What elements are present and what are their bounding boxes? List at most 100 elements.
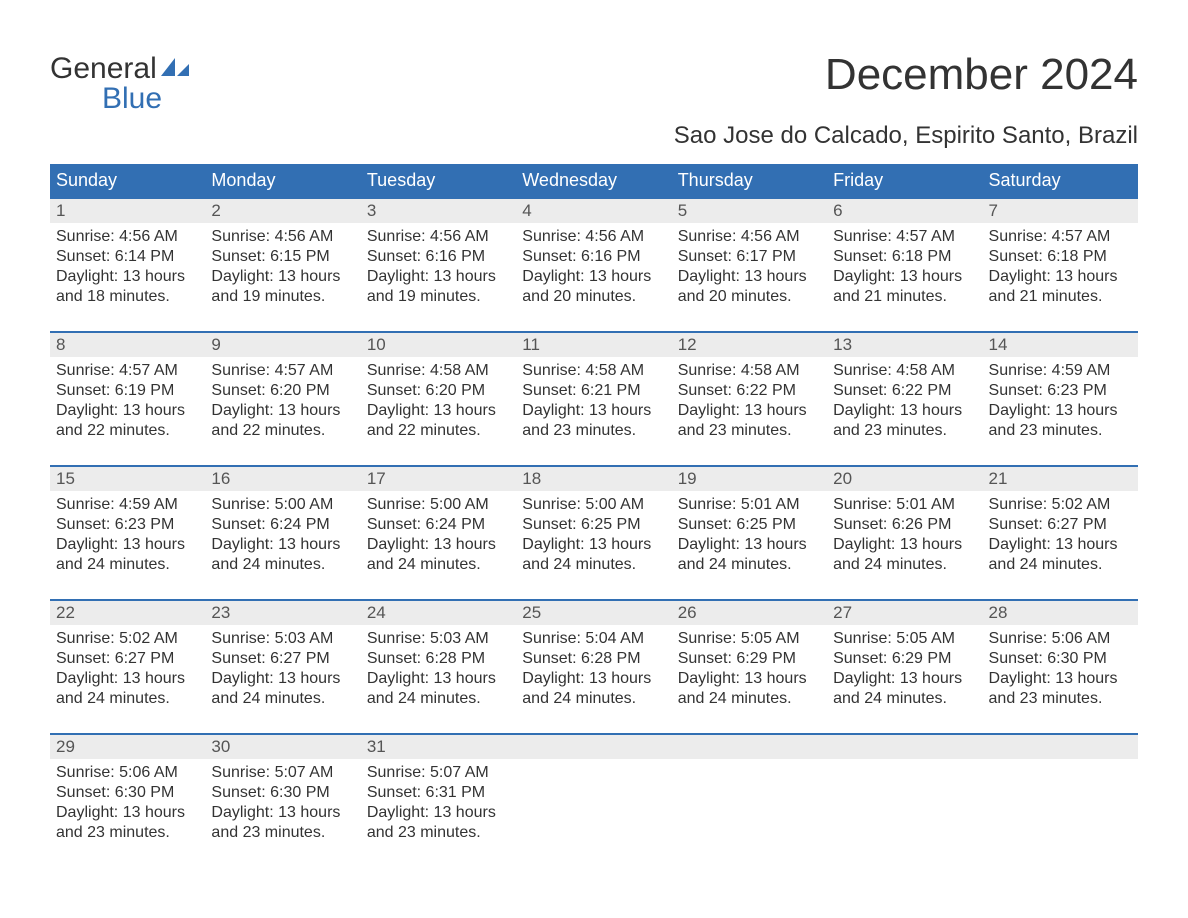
sunrise-value: 5:03 AM <box>430 630 489 647</box>
sunset-label: Sunset: <box>211 650 270 667</box>
sunrise-label: Sunrise: <box>678 362 741 379</box>
sunrise-value: 5:01 AM <box>896 496 955 513</box>
day-number: 30 <box>205 735 360 759</box>
sunset-value: 6:29 PM <box>736 650 796 667</box>
calendar-day: 8Sunrise: 4:57 AMSunset: 6:19 PMDaylight… <box>50 333 205 445</box>
daylight-label: Daylight: <box>678 670 745 687</box>
day-number: 28 <box>983 601 1138 625</box>
daylight-label: Daylight: <box>56 804 123 821</box>
sunset-line: Sunset: 6:17 PM <box>678 247 821 267</box>
sunset-label: Sunset: <box>367 784 426 801</box>
sunrise-line: Sunrise: 4:56 AM <box>678 227 821 247</box>
sunset-line: Sunset: 6:20 PM <box>211 381 354 401</box>
sunrise-value: 4:58 AM <box>741 362 800 379</box>
sunrise-label: Sunrise: <box>989 228 1052 245</box>
sunrise-label: Sunrise: <box>367 228 430 245</box>
sunrise-label: Sunrise: <box>678 228 741 245</box>
sunrise-line: Sunrise: 5:01 AM <box>678 495 821 515</box>
daylight-line: Daylight: 13 hours and 24 minutes. <box>56 669 199 709</box>
sunset-value: 6:23 PM <box>1047 382 1107 399</box>
sunrise-line: Sunrise: 5:06 AM <box>989 629 1132 649</box>
day-number: 24 <box>361 601 516 625</box>
sunrise-label: Sunrise: <box>367 496 430 513</box>
daylight-line: Daylight: 13 hours and 21 minutes. <box>833 267 976 307</box>
daylight-label: Daylight: <box>678 536 745 553</box>
sunrise-value: 4:57 AM <box>1052 228 1111 245</box>
day-body: Sunrise: 5:07 AMSunset: 6:31 PMDaylight:… <box>361 759 516 847</box>
day-number: 6 <box>827 199 982 223</box>
sunset-label: Sunset: <box>678 248 737 265</box>
day-number: 19 <box>672 467 827 491</box>
sunrise-line: Sunrise: 4:58 AM <box>678 361 821 381</box>
day-body: Sunrise: 4:56 AMSunset: 6:15 PMDaylight:… <box>205 223 360 311</box>
sunset-value: 6:18 PM <box>892 248 952 265</box>
daylight-label: Daylight: <box>367 804 434 821</box>
day-number: 14 <box>983 333 1138 357</box>
daylight-line: Daylight: 13 hours and 21 minutes. <box>989 267 1132 307</box>
daylight-line: Daylight: 13 hours and 20 minutes. <box>522 267 665 307</box>
day-number <box>516 735 671 759</box>
sunset-value: 6:28 PM <box>426 650 486 667</box>
calendar-week: 1Sunrise: 4:56 AMSunset: 6:14 PMDaylight… <box>50 197 1138 311</box>
daylight-line: Daylight: 13 hours and 20 minutes. <box>678 267 821 307</box>
sunset-line: Sunset: 6:25 PM <box>678 515 821 535</box>
sunset-label: Sunset: <box>367 382 426 399</box>
daylight-label: Daylight: <box>211 268 278 285</box>
calendar-day: 7Sunrise: 4:57 AMSunset: 6:18 PMDaylight… <box>983 199 1138 311</box>
sunrise-line: Sunrise: 4:56 AM <box>522 227 665 247</box>
sunrise-label: Sunrise: <box>56 630 119 647</box>
daylight-label: Daylight: <box>56 536 123 553</box>
day-body: Sunrise: 5:01 AMSunset: 6:25 PMDaylight:… <box>672 491 827 579</box>
day-number: 16 <box>205 467 360 491</box>
sunrise-line: Sunrise: 4:56 AM <box>211 227 354 247</box>
calendar-day: 14Sunrise: 4:59 AMSunset: 6:23 PMDayligh… <box>983 333 1138 445</box>
day-body: Sunrise: 4:57 AMSunset: 6:18 PMDaylight:… <box>983 223 1138 311</box>
daylight-line: Daylight: 13 hours and 24 minutes. <box>678 535 821 575</box>
sunset-line: Sunset: 6:27 PM <box>211 649 354 669</box>
sunrise-label: Sunrise: <box>56 496 119 513</box>
sunrise-line: Sunrise: 5:07 AM <box>211 763 354 783</box>
daylight-label: Daylight: <box>522 670 589 687</box>
sunrise-value: 5:05 AM <box>741 630 800 647</box>
daylight-line: Daylight: 13 hours and 22 minutes. <box>211 401 354 441</box>
sunset-value: 6:29 PM <box>892 650 952 667</box>
sunrise-value: 4:59 AM <box>119 496 178 513</box>
sunset-line: Sunset: 6:22 PM <box>833 381 976 401</box>
day-number: 29 <box>50 735 205 759</box>
sunrise-value: 5:02 AM <box>119 630 178 647</box>
sunset-line: Sunset: 6:16 PM <box>367 247 510 267</box>
daylight-line: Daylight: 13 hours and 23 minutes. <box>56 803 199 843</box>
day-number: 23 <box>205 601 360 625</box>
calendar-day: 19Sunrise: 5:01 AMSunset: 6:25 PMDayligh… <box>672 467 827 579</box>
sunset-label: Sunset: <box>56 382 115 399</box>
daylight-line: Daylight: 13 hours and 24 minutes. <box>211 669 354 709</box>
sunrise-line: Sunrise: 5:05 AM <box>678 629 821 649</box>
calendar-day: 13Sunrise: 4:58 AMSunset: 6:22 PMDayligh… <box>827 333 982 445</box>
sunrise-line: Sunrise: 4:57 AM <box>833 227 976 247</box>
sunset-label: Sunset: <box>56 516 115 533</box>
sunset-value: 6:16 PM <box>426 248 486 265</box>
calendar-day: 1Sunrise: 4:56 AMSunset: 6:14 PMDaylight… <box>50 199 205 311</box>
calendar-header-cell: Thursday <box>672 164 827 197</box>
sunrise-value: 5:02 AM <box>1052 496 1111 513</box>
day-body: Sunrise: 4:56 AMSunset: 6:16 PMDaylight:… <box>516 223 671 311</box>
day-body: Sunrise: 5:05 AMSunset: 6:29 PMDaylight:… <box>827 625 982 713</box>
daylight-label: Daylight: <box>211 804 278 821</box>
calendar-day: 4Sunrise: 4:56 AMSunset: 6:16 PMDaylight… <box>516 199 671 311</box>
daylight-line: Daylight: 13 hours and 22 minutes. <box>367 401 510 441</box>
calendar-day: 17Sunrise: 5:00 AMSunset: 6:24 PMDayligh… <box>361 467 516 579</box>
calendar-day: 3Sunrise: 4:56 AMSunset: 6:16 PMDaylight… <box>361 199 516 311</box>
day-number: 12 <box>672 333 827 357</box>
day-number: 21 <box>983 467 1138 491</box>
daylight-label: Daylight: <box>833 268 900 285</box>
day-number: 18 <box>516 467 671 491</box>
calendar-day: 11Sunrise: 4:58 AMSunset: 6:21 PMDayligh… <box>516 333 671 445</box>
daylight-label: Daylight: <box>678 402 745 419</box>
day-number: 1 <box>50 199 205 223</box>
calendar-day: 2Sunrise: 4:56 AMSunset: 6:15 PMDaylight… <box>205 199 360 311</box>
calendar-day <box>983 735 1138 847</box>
sunrise-line: Sunrise: 4:56 AM <box>367 227 510 247</box>
calendar-header-cell: Saturday <box>983 164 1138 197</box>
sunrise-line: Sunrise: 5:00 AM <box>522 495 665 515</box>
top-row: General Blue December 2024 <box>50 50 1138 114</box>
